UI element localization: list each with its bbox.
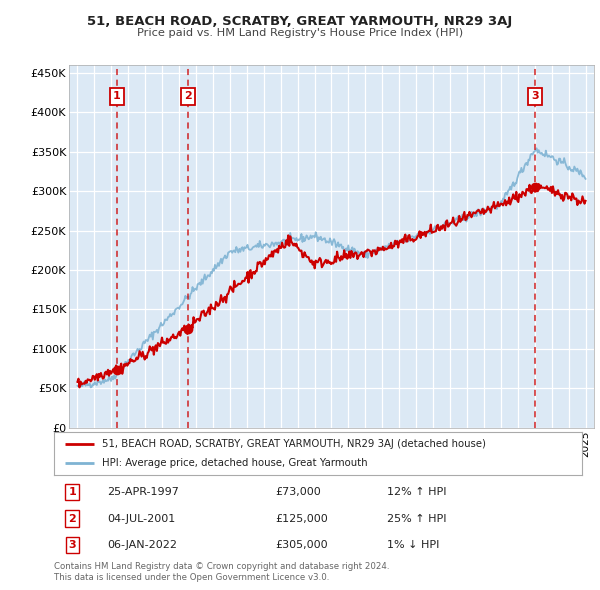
Text: 25-APR-1997: 25-APR-1997 (107, 487, 179, 497)
Text: 1: 1 (68, 487, 76, 497)
Text: 1: 1 (113, 91, 121, 101)
Text: 51, BEACH ROAD, SCRATBY, GREAT YARMOUTH, NR29 3AJ (detached house): 51, BEACH ROAD, SCRATBY, GREAT YARMOUTH,… (101, 439, 485, 449)
Text: 2: 2 (68, 513, 76, 523)
Text: 3: 3 (531, 91, 539, 101)
Text: Contains HM Land Registry data © Crown copyright and database right 2024.: Contains HM Land Registry data © Crown c… (54, 562, 389, 571)
Text: 12% ↑ HPI: 12% ↑ HPI (386, 487, 446, 497)
Text: 1% ↓ HPI: 1% ↓ HPI (386, 540, 439, 550)
Text: Price paid vs. HM Land Registry's House Price Index (HPI): Price paid vs. HM Land Registry's House … (137, 28, 463, 38)
Text: 3: 3 (68, 540, 76, 550)
Text: 51, BEACH ROAD, SCRATBY, GREAT YARMOUTH, NR29 3AJ: 51, BEACH ROAD, SCRATBY, GREAT YARMOUTH,… (88, 15, 512, 28)
Text: HPI: Average price, detached house, Great Yarmouth: HPI: Average price, detached house, Grea… (101, 458, 367, 468)
Text: 25% ↑ HPI: 25% ↑ HPI (386, 513, 446, 523)
Text: 04-JUL-2001: 04-JUL-2001 (107, 513, 175, 523)
Text: 2: 2 (184, 91, 191, 101)
Text: £73,000: £73,000 (276, 487, 322, 497)
Text: £305,000: £305,000 (276, 540, 328, 550)
Text: This data is licensed under the Open Government Licence v3.0.: This data is licensed under the Open Gov… (54, 573, 329, 582)
Text: £125,000: £125,000 (276, 513, 329, 523)
Text: 06-JAN-2022: 06-JAN-2022 (107, 540, 177, 550)
